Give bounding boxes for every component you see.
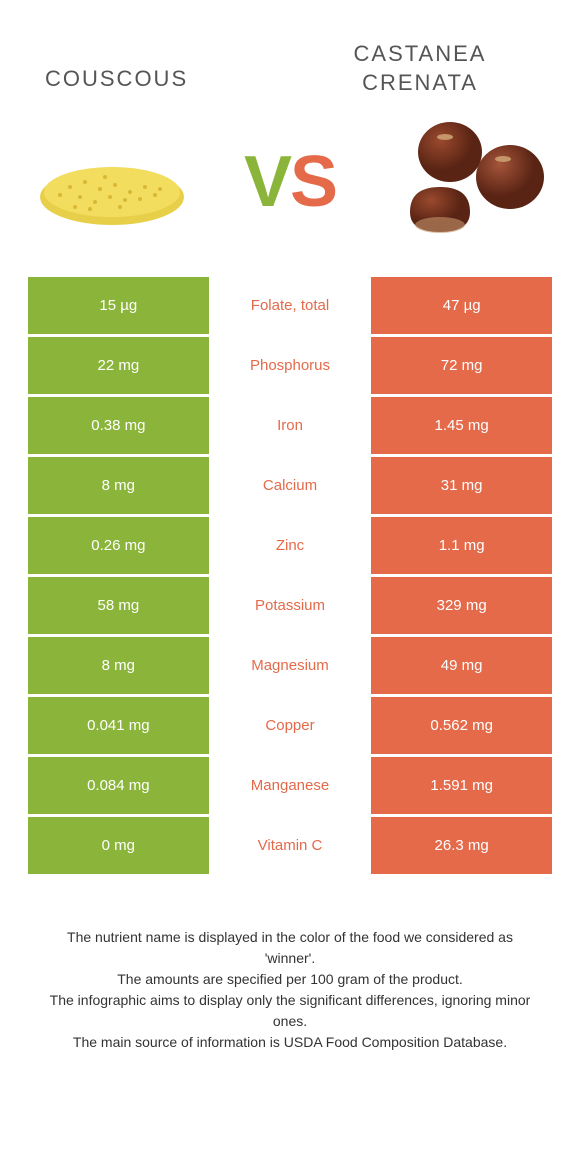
cell-right-value: 1.45 mg xyxy=(371,397,552,454)
vs-v: V xyxy=(244,142,290,222)
footer-line: The infographic aims to display only the… xyxy=(40,990,540,1032)
vs-label: VS xyxy=(244,141,336,223)
cell-nutrient-label: Folate, total xyxy=(209,277,372,334)
table-row: 0.084 mgManganese1.591 mg xyxy=(28,757,552,814)
footer-line: The amounts are specified per 100 gram o… xyxy=(40,969,540,990)
cell-right-value: 47 µg xyxy=(371,277,552,334)
header: Couscous Castanea crenata xyxy=(0,0,580,107)
table-row: 0 mgVitamin C26.3 mg xyxy=(28,817,552,874)
cell-left-value: 58 mg xyxy=(28,577,209,634)
cell-right-value: 0.562 mg xyxy=(371,697,552,754)
table-row: 15 µgFolate, total47 µg xyxy=(28,277,552,334)
cell-nutrient-label: Iron xyxy=(209,397,372,454)
footer-line: The nutrient name is displayed in the co… xyxy=(40,927,540,969)
table-row: 0.041 mgCopper0.562 mg xyxy=(28,697,552,754)
vs-s: S xyxy=(290,142,336,222)
cell-nutrient-label: Manganese xyxy=(209,757,372,814)
cell-left-value: 0.084 mg xyxy=(28,757,209,814)
image-row: VS xyxy=(0,107,580,277)
cell-nutrient-label: Magnesium xyxy=(209,637,372,694)
cell-nutrient-label: Zinc xyxy=(209,517,372,574)
table-row: 0.38 mgIron1.45 mg xyxy=(28,397,552,454)
table-row: 58 mgPotassium329 mg xyxy=(28,577,552,634)
cell-nutrient-label: Phosphorus xyxy=(209,337,372,394)
title-left: Couscous xyxy=(35,40,295,94)
cell-right-value: 31 mg xyxy=(371,457,552,514)
table-row: 22 mgPhosphorus72 mg xyxy=(28,337,552,394)
cell-left-value: 0.26 mg xyxy=(28,517,209,574)
cell-left-value: 0 mg xyxy=(28,817,209,874)
cell-left-value: 0.041 mg xyxy=(28,697,209,754)
cell-left-value: 8 mg xyxy=(28,637,209,694)
chestnut-image xyxy=(385,117,550,247)
cell-right-value: 1.1 mg xyxy=(371,517,552,574)
couscous-image xyxy=(30,117,195,247)
cell-nutrient-label: Calcium xyxy=(209,457,372,514)
cell-nutrient-label: Copper xyxy=(209,697,372,754)
cell-left-value: 8 mg xyxy=(28,457,209,514)
comparison-table: 15 µgFolate, total47 µg22 mgPhosphorus72… xyxy=(0,277,580,877)
cell-right-value: 72 mg xyxy=(371,337,552,394)
cell-left-value: 15 µg xyxy=(28,277,209,334)
cell-nutrient-label: Potassium xyxy=(209,577,372,634)
footer-notes: The nutrient name is displayed in the co… xyxy=(0,877,580,1053)
cell-right-value: 26.3 mg xyxy=(371,817,552,874)
cell-left-value: 22 mg xyxy=(28,337,209,394)
cell-right-value: 329 mg xyxy=(371,577,552,634)
table-row: 0.26 mgZinc1.1 mg xyxy=(28,517,552,574)
cell-nutrient-label: Vitamin C xyxy=(209,817,372,874)
title-right: Castanea crenata xyxy=(295,40,545,97)
table-row: 8 mgCalcium31 mg xyxy=(28,457,552,514)
cell-left-value: 0.38 mg xyxy=(28,397,209,454)
cell-right-value: 49 mg xyxy=(371,637,552,694)
cell-right-value: 1.591 mg xyxy=(371,757,552,814)
table-row: 8 mgMagnesium49 mg xyxy=(28,637,552,694)
footer-line: The main source of information is USDA F… xyxy=(40,1032,540,1053)
